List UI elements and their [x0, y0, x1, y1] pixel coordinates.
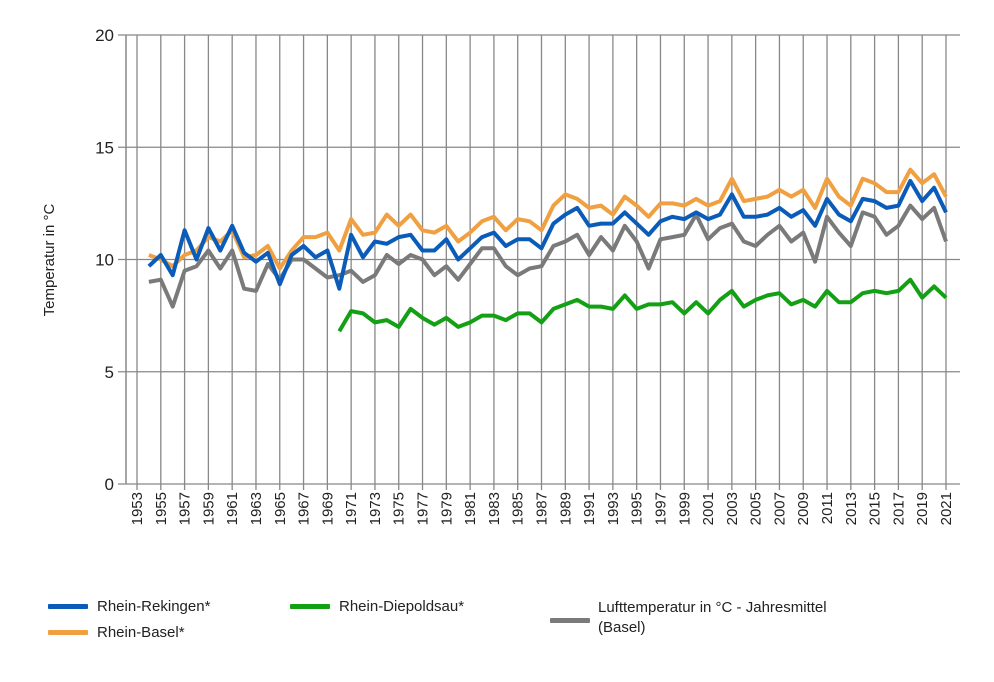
y-tick-label: 20 [95, 26, 114, 45]
y-tick-label: 15 [95, 138, 114, 157]
legend-label-rekingen: Rhein-Rekingen* [97, 598, 211, 615]
x-tick-label: 2007 [771, 492, 788, 525]
legend-label-basel: Rhein-Basel* [97, 624, 185, 641]
x-tick-label: 2021 [938, 492, 955, 525]
x-tick-label: 1989 [557, 492, 574, 525]
x-tick-label: 1977 [415, 492, 432, 525]
x-tick-label: 2017 [890, 492, 907, 525]
x-tick-label: 2015 [867, 492, 884, 525]
x-tick-label: 1955 [153, 492, 170, 525]
x-tick-label: 1991 [581, 492, 598, 525]
x-tick-label: 2013 [843, 492, 860, 525]
y-tick-label: 0 [105, 475, 114, 494]
x-tick-label: 1961 [224, 492, 241, 525]
x-tick-label: 1969 [319, 492, 336, 525]
legend-label-luft: Lufttemperatur in °C - Jahresmittel (Bas… [598, 598, 827, 638]
x-tick-label: 1995 [629, 492, 646, 525]
x-tick-label: 1999 [676, 492, 693, 525]
legend-swatch-luft [550, 618, 590, 623]
x-tick-label: 1967 [296, 492, 313, 525]
series-line-0 [147, 178, 948, 291]
x-tick-label: 2001 [700, 492, 717, 525]
legend-swatch-rekingen [48, 604, 88, 609]
x-tick-label: 1959 [200, 492, 217, 525]
x-tick-label: 1997 [652, 492, 669, 525]
series-lines [147, 167, 948, 333]
legend-label-diepoldsau: Rhein-Diepoldsau* [339, 598, 465, 615]
y-tick-label: 10 [95, 251, 114, 270]
x-tick-label: 1975 [391, 492, 408, 525]
x-tick-label: 1993 [605, 492, 622, 525]
x-tick-label: 1987 [534, 492, 551, 525]
series-line-2 [337, 277, 948, 333]
x-tick-label: 1979 [438, 492, 455, 525]
x-tick-label: 1973 [367, 492, 384, 525]
x-tick-label: 1985 [510, 492, 527, 525]
legend-swatch-diepoldsau [290, 604, 330, 609]
x-tick-label: 2011 [819, 492, 836, 524]
series-line-1 [148, 167, 948, 271]
x-tick-label: 1963 [248, 492, 265, 525]
y-tick-label: 5 [105, 363, 114, 382]
x-tick-label: 2009 [795, 492, 812, 525]
x-tick-label: 1971 [343, 492, 360, 525]
x-tick-label: 2005 [748, 492, 765, 525]
y-tick-labels: 0 5 10 15 20 [95, 26, 114, 494]
x-tick-label: 1983 [486, 492, 503, 525]
x-tick-label: 2019 [914, 492, 931, 525]
y-axis-label: Temperatur in °C [41, 203, 58, 316]
x-tick-labels: 1953 1955 1957 1959 1961 1963 1965 1967 1969 1971… [129, 492, 955, 525]
legend-swatch-basel [48, 630, 88, 635]
x-tick-label: 1965 [272, 492, 289, 525]
grid [118, 34, 960, 490]
x-tick-label: 1953 [129, 492, 146, 525]
x-tick-label: 1981 [462, 492, 479, 525]
x-tick-label: 2003 [724, 492, 741, 525]
legend-label-luft-line2: (Basel) [598, 619, 646, 636]
legend-label-luft-line1: Lufttemperatur in °C - Jahresmittel [598, 599, 827, 616]
x-tick-label: 1957 [177, 492, 194, 525]
